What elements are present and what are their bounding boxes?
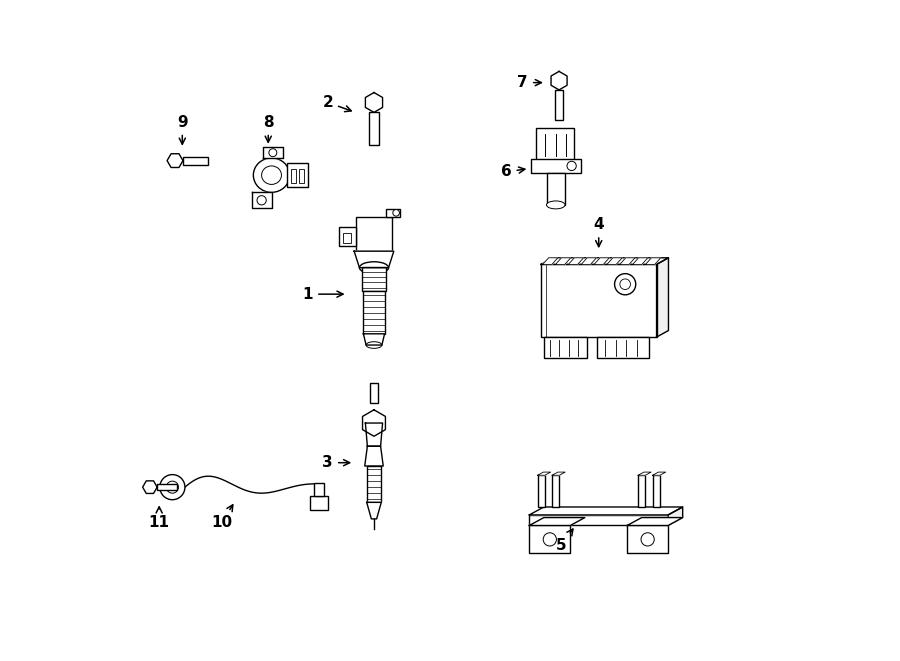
Circle shape bbox=[567, 161, 576, 171]
Bar bbox=[536, 128, 574, 160]
Bar bbox=[529, 525, 571, 553]
Polygon shape bbox=[555, 258, 571, 264]
Bar bbox=[552, 475, 560, 507]
Bar bbox=[531, 159, 580, 173]
Bar bbox=[370, 383, 378, 403]
Ellipse shape bbox=[254, 158, 290, 192]
Bar bbox=[362, 267, 386, 291]
Ellipse shape bbox=[262, 166, 282, 184]
Circle shape bbox=[641, 533, 654, 546]
Polygon shape bbox=[529, 518, 585, 525]
Text: 7: 7 bbox=[518, 75, 542, 90]
Circle shape bbox=[392, 210, 400, 216]
Text: 11: 11 bbox=[148, 507, 170, 529]
Bar bbox=[652, 475, 660, 507]
Bar bbox=[555, 90, 563, 120]
Polygon shape bbox=[569, 258, 583, 264]
Circle shape bbox=[615, 274, 635, 295]
Polygon shape bbox=[364, 334, 384, 345]
Text: 2: 2 bbox=[322, 95, 351, 112]
Text: 9: 9 bbox=[177, 115, 187, 144]
Bar bbox=[369, 112, 379, 145]
Polygon shape bbox=[537, 472, 551, 475]
Polygon shape bbox=[541, 258, 669, 264]
Polygon shape bbox=[657, 258, 669, 337]
Ellipse shape bbox=[546, 201, 565, 209]
Text: 10: 10 bbox=[212, 505, 233, 529]
Polygon shape bbox=[529, 507, 683, 515]
Polygon shape bbox=[167, 154, 183, 167]
Polygon shape bbox=[620, 258, 635, 264]
Bar bbox=[385, 209, 400, 217]
Circle shape bbox=[257, 196, 266, 205]
Polygon shape bbox=[364, 446, 383, 466]
Ellipse shape bbox=[366, 342, 382, 348]
Bar bbox=[183, 157, 208, 165]
Polygon shape bbox=[366, 502, 382, 519]
Polygon shape bbox=[645, 258, 661, 264]
Polygon shape bbox=[652, 472, 666, 475]
Bar bbox=[366, 466, 382, 502]
Bar bbox=[638, 475, 645, 507]
Polygon shape bbox=[607, 258, 622, 264]
Polygon shape bbox=[638, 472, 651, 475]
Polygon shape bbox=[668, 507, 683, 525]
Polygon shape bbox=[142, 481, 157, 494]
Polygon shape bbox=[365, 93, 382, 112]
Circle shape bbox=[620, 279, 631, 290]
Text: 6: 6 bbox=[500, 165, 525, 179]
Bar bbox=[537, 475, 544, 507]
Text: 4: 4 bbox=[593, 217, 604, 247]
Bar bbox=[597, 337, 649, 358]
Bar bbox=[356, 217, 392, 251]
Bar bbox=[310, 496, 328, 510]
Bar bbox=[546, 173, 565, 205]
Text: 1: 1 bbox=[302, 287, 343, 301]
Polygon shape bbox=[633, 258, 648, 264]
Polygon shape bbox=[365, 423, 382, 446]
Polygon shape bbox=[552, 472, 565, 475]
Circle shape bbox=[544, 533, 556, 546]
Text: 5: 5 bbox=[555, 529, 573, 553]
Polygon shape bbox=[594, 258, 609, 264]
Bar bbox=[541, 264, 657, 337]
Bar bbox=[627, 525, 668, 553]
Bar bbox=[299, 169, 304, 183]
Polygon shape bbox=[263, 147, 283, 158]
Polygon shape bbox=[551, 71, 567, 90]
Circle shape bbox=[166, 481, 178, 493]
Polygon shape bbox=[543, 258, 558, 264]
Bar bbox=[287, 163, 308, 187]
Bar bbox=[158, 484, 177, 490]
Polygon shape bbox=[627, 518, 683, 525]
Polygon shape bbox=[363, 410, 385, 436]
Polygon shape bbox=[355, 251, 394, 268]
Circle shape bbox=[160, 475, 184, 500]
Bar bbox=[529, 515, 668, 525]
Ellipse shape bbox=[359, 262, 389, 274]
Bar bbox=[364, 291, 384, 334]
Circle shape bbox=[269, 149, 277, 157]
Bar bbox=[343, 233, 350, 243]
Bar bbox=[544, 337, 587, 358]
Bar bbox=[339, 227, 356, 246]
Text: 3: 3 bbox=[322, 455, 350, 470]
Polygon shape bbox=[581, 258, 597, 264]
Polygon shape bbox=[252, 192, 272, 208]
Text: 8: 8 bbox=[263, 115, 274, 142]
Bar bbox=[291, 169, 296, 183]
Bar bbox=[314, 483, 324, 496]
